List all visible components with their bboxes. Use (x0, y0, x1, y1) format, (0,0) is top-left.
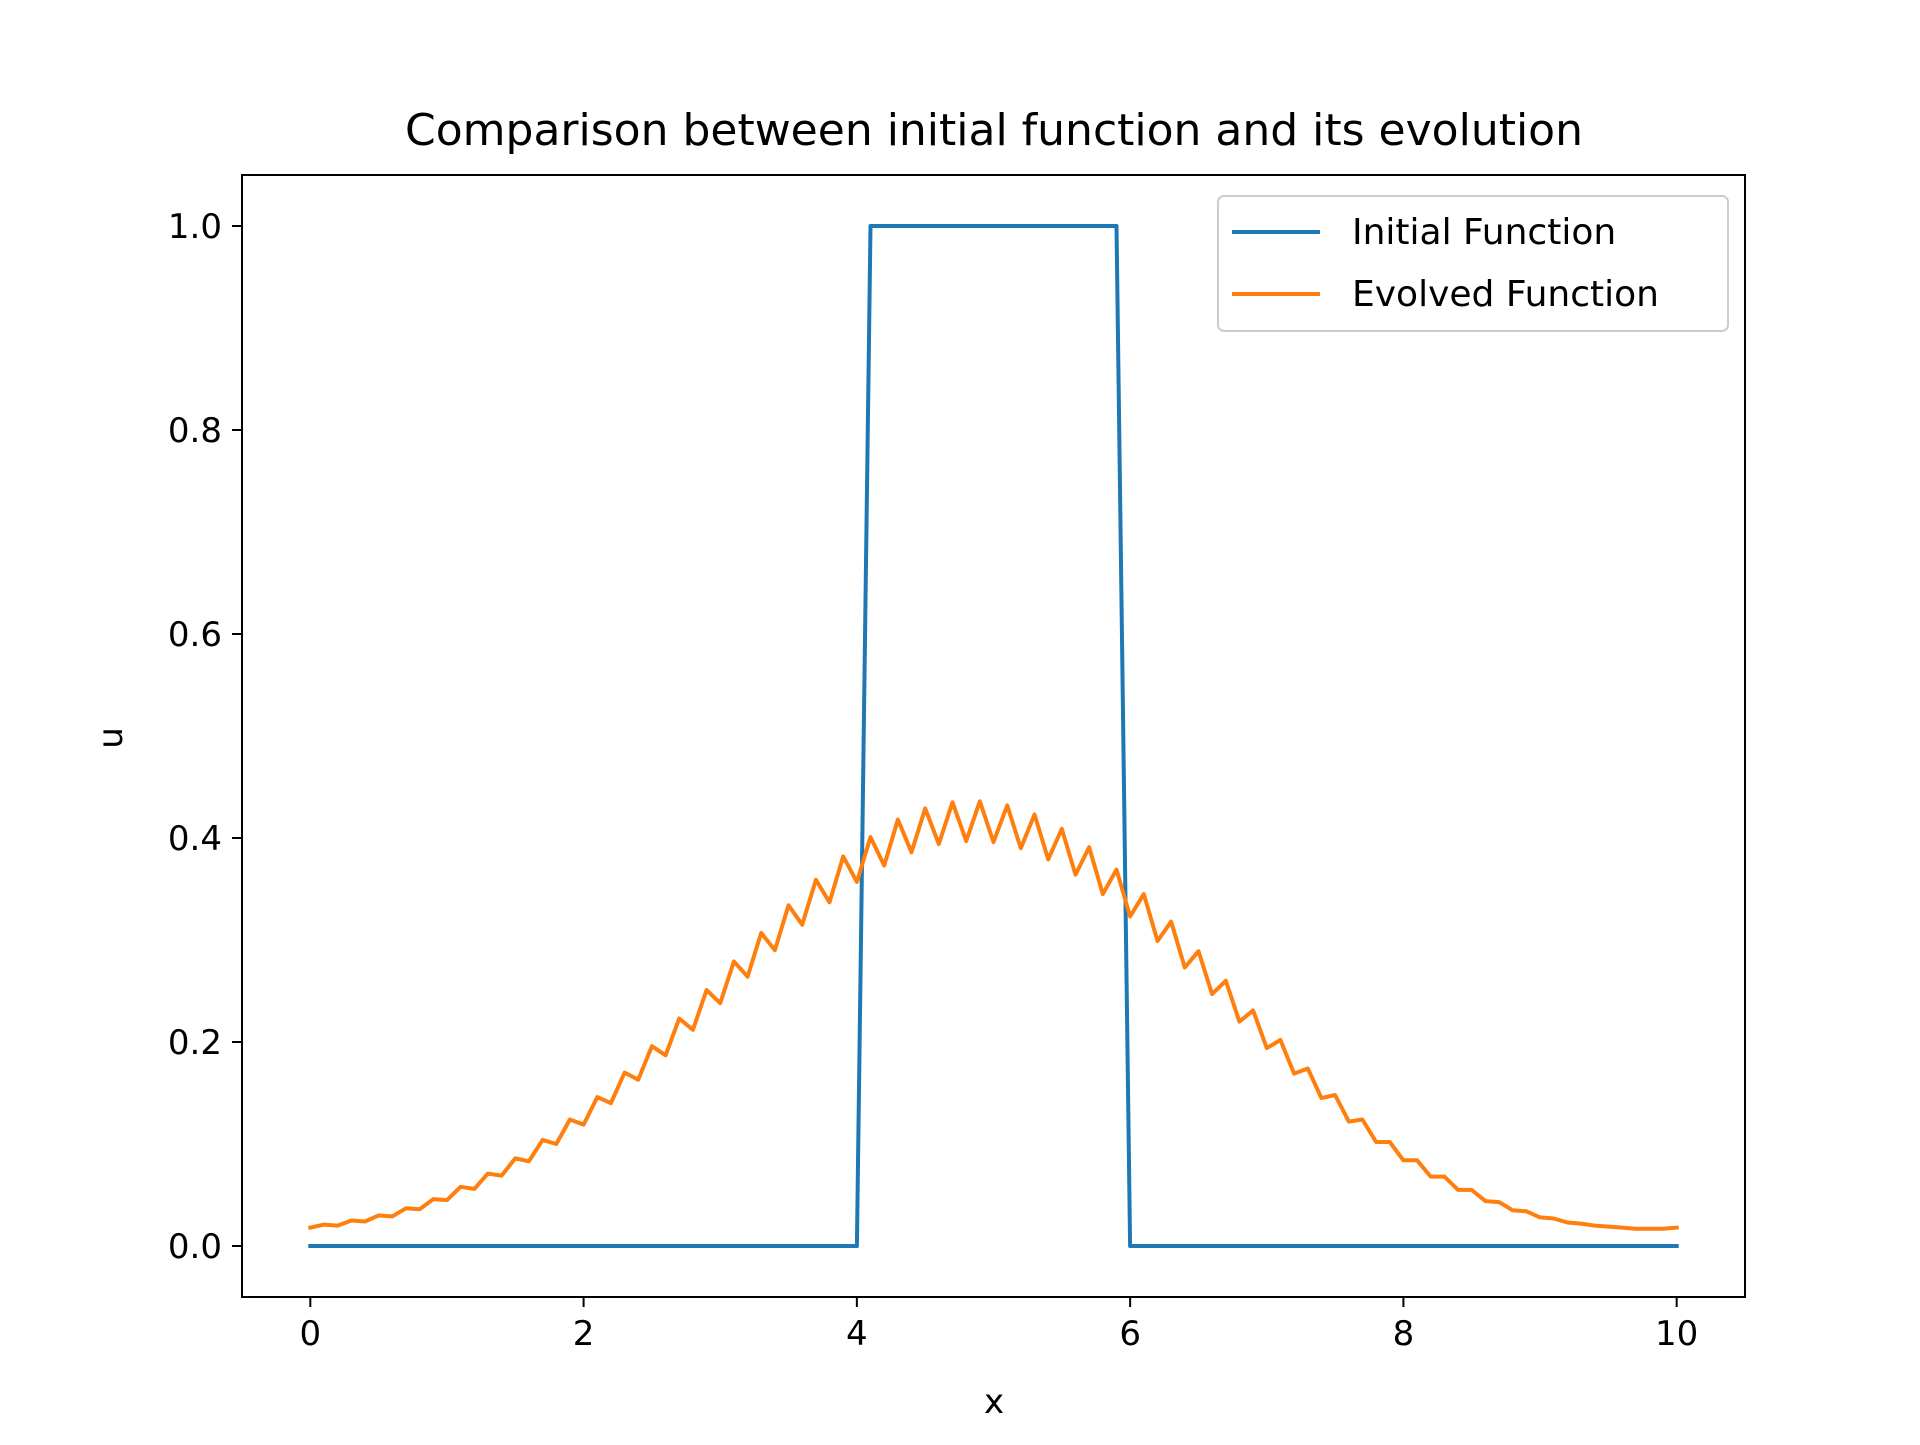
legend-label: Initial Function (1352, 212, 1616, 253)
y-tick-label: 0.0 (168, 1227, 222, 1267)
y-tick-label: 0.4 (168, 819, 222, 859)
x-axis-label: x (984, 1382, 1004, 1422)
plot-area (241, 174, 1746, 1298)
y-tick-label: 0.2 (168, 1023, 222, 1063)
chart-title: Comparison between initial function and … (405, 105, 1583, 156)
y-axis-label: u (91, 727, 131, 749)
x-tick-label: 4 (846, 1314, 868, 1354)
y-axis: 0.0 0.2 0.4 0.6 0.8 1.0 (168, 207, 242, 1267)
x-tick-label: 10 (1655, 1314, 1698, 1354)
y-tick-label: 0.6 (168, 615, 222, 655)
x-tick-label: 2 (573, 1314, 595, 1354)
series-line-initial-function (308, 224, 1679, 1248)
x-tick-label: 6 (1119, 1314, 1141, 1354)
y-tick-label: 0.8 (168, 411, 222, 451)
legend-box (1217, 195, 1729, 332)
legend-label: Evolved Function (1352, 274, 1659, 315)
y-tick-label: 1.0 (168, 207, 222, 247)
axes-frame (241, 174, 1746, 1298)
x-tick-label: 8 (1393, 1314, 1415, 1354)
x-axis: 0 2 4 6 8 10 (299, 1297, 1698, 1354)
series-line-evolved-function (307, 799, 1679, 1231)
x-tick-label: 0 (299, 1314, 321, 1354)
legend: Initial Function Evolved Function (1217, 195, 1729, 332)
